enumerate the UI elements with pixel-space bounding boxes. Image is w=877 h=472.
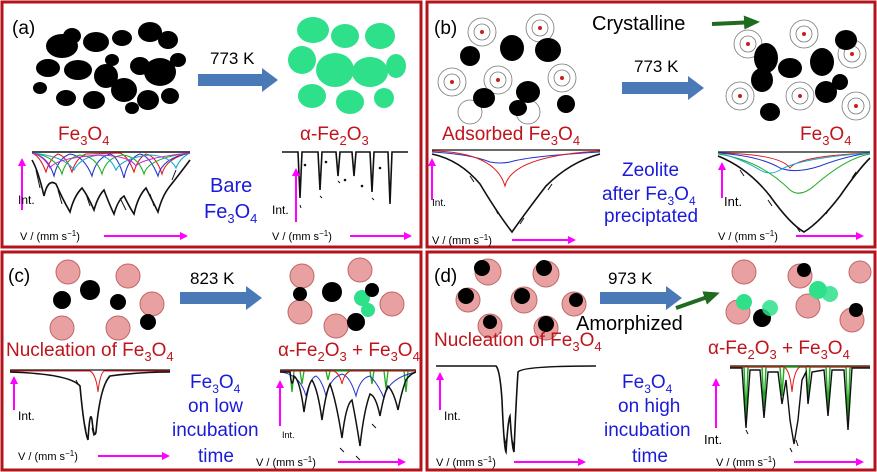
panel-d-letter: (d)	[434, 266, 457, 287]
fit-green	[31, 152, 191, 176]
fit-blue	[31, 152, 191, 179]
fit-magenta	[31, 152, 191, 170]
panel-c-axis-right: V / (mm s−1)	[256, 455, 316, 469]
panel-b-spectrum-left	[431, 149, 601, 234]
panel-b-letter: (b)	[434, 18, 457, 39]
panel-c-nuclei-left	[53, 280, 156, 330]
panel-a-axis-right: V / (mm s−1)	[272, 229, 332, 243]
panel-b-callout: Crystalline	[592, 13, 685, 35]
panel-b-temperature: 773 K	[634, 57, 679, 76]
panel-b: (b) 773 K Crystalline	[428, 13, 871, 247]
panel-d-axis-right: V / (mm s−1)	[716, 455, 776, 469]
panel-b-note-line1: Zeolite	[622, 160, 679, 181]
panel-d-particles-right	[736, 263, 863, 327]
zeolite-cages-left	[437, 13, 577, 125]
panel-d-right-label: α-Fe2O3 + Fe3O4	[708, 338, 850, 362]
panel-c-zeolites-right	[287, 257, 405, 339]
panel-c-left-label: Nucleation of Fe3O4	[6, 340, 174, 364]
panel-d-note-line3: incubation	[604, 420, 691, 441]
panel-d-frame	[425, 250, 877, 472]
panel-c-right-label: α-Fe2O3 + Fe3O4	[278, 340, 420, 364]
panel-a-note-line1: Bare	[210, 175, 252, 197]
panel-a-spectrum-left	[31, 151, 191, 217]
panel-d-note-line4: time	[632, 446, 668, 467]
zeolite-red-centres-right	[738, 32, 858, 108]
panel-c-particles-right	[293, 282, 379, 331]
panel-d-left-label: Nucleation of Fe3O4	[434, 330, 602, 354]
panel-b-process-arrow	[622, 76, 704, 100]
panel-c: (c) 823 K Nucleation of Fe3O4 α-Fe2O	[6, 257, 420, 469]
panel-d-temperature: 973 K	[608, 269, 653, 288]
panel-a-right-label: α-Fe2O3	[300, 124, 369, 148]
panel-b-frame	[425, 0, 877, 249]
zeolite-red-centres-left	[450, 26, 564, 84]
hematite-particles	[288, 17, 406, 114]
panel-a-frame	[0, 0, 423, 249]
panel-b-callout-arrow	[711, 15, 760, 30]
panel-c-spectrum-right	[279, 369, 417, 461]
panel-c-axis-left: V / (mm s−1)	[18, 449, 78, 463]
panel-d-nuclei-left	[458, 260, 583, 332]
panel-d-int-right: Int.	[704, 432, 722, 447]
panel-d-int-left: Int.	[444, 409, 461, 423]
panel-b-int-right: Int.	[724, 194, 742, 209]
panel-a-note-line2: Fe3O4	[204, 201, 257, 226]
panel-a: (a) 773 K Fe3O4	[12, 17, 412, 243]
panel-d-axis-left: V / (mm s−1)	[436, 455, 496, 469]
panel-a-int-right: Int.	[272, 203, 289, 217]
panel-c-note-line1: Fe3O4	[190, 372, 241, 396]
zeolite-cages-right	[725, 19, 871, 121]
panel-b-note-line3: preciptated	[604, 206, 698, 227]
panel-a-spectrum-right	[282, 151, 408, 209]
panel-c-spectrum-left	[9, 369, 171, 441]
panel-a-letter: (a)	[12, 18, 35, 39]
adsorbed-fe3o4-particles	[460, 35, 575, 116]
panel-a-process-arrow	[198, 68, 278, 92]
crystalline-fe3o4-particles	[751, 30, 857, 121]
panel-d-callout: Amorphized	[576, 313, 683, 335]
panel-c-process-arrow	[180, 286, 262, 310]
panel-c-int-right: Int.	[282, 430, 295, 440]
panel-d-callout-arrow	[675, 291, 720, 310]
panel-c-note-line2: on low	[188, 396, 243, 417]
panel-d-spectrum-left	[436, 365, 597, 456]
panel-b-note-line2: after Fe3O4	[602, 184, 696, 208]
panel-c-temperature: 823 K	[190, 269, 235, 288]
panel-c-int-left: Int.	[18, 409, 35, 423]
panel-d-process-arrow	[600, 286, 682, 310]
panel-b-right-label: Fe3O4	[800, 124, 851, 148]
panel-d-spectrum-right	[730, 365, 870, 453]
panel-d-note-line1: Fe3O4	[622, 372, 673, 396]
panel-c-note-line3: incubation	[172, 420, 259, 441]
panel-c-frame	[0, 250, 423, 472]
panel-b-int-left: Int.	[432, 198, 446, 209]
panel-a-temperature: 773 K	[210, 49, 255, 68]
panel-d: (d) 973 K Amorphized	[434, 258, 872, 469]
panel-b-axis-left: V / (mm s−1)	[432, 233, 492, 247]
panel-c-zeolites-left	[49, 259, 165, 341]
fit-cyan	[31, 152, 191, 172]
panel-b-spectrum-right	[717, 151, 871, 233]
panel-a-int-left: Int.	[18, 193, 35, 207]
panel-b-axis-right: V / (mm s−1)	[718, 229, 778, 243]
experimental-sum	[31, 159, 191, 217]
panel-a-left-label: Fe3O4	[58, 124, 109, 148]
fe3o4-particles	[33, 22, 186, 114]
panel-d-note-line2: on high	[618, 396, 680, 417]
panel-c-note-line4: time	[198, 446, 234, 467]
panel-a-axis-left: V / (mm s−1)	[20, 229, 80, 243]
panel-b-left-label: Adsorbed Fe3O4	[442, 124, 580, 148]
panel-c-letter: (c)	[8, 266, 30, 287]
